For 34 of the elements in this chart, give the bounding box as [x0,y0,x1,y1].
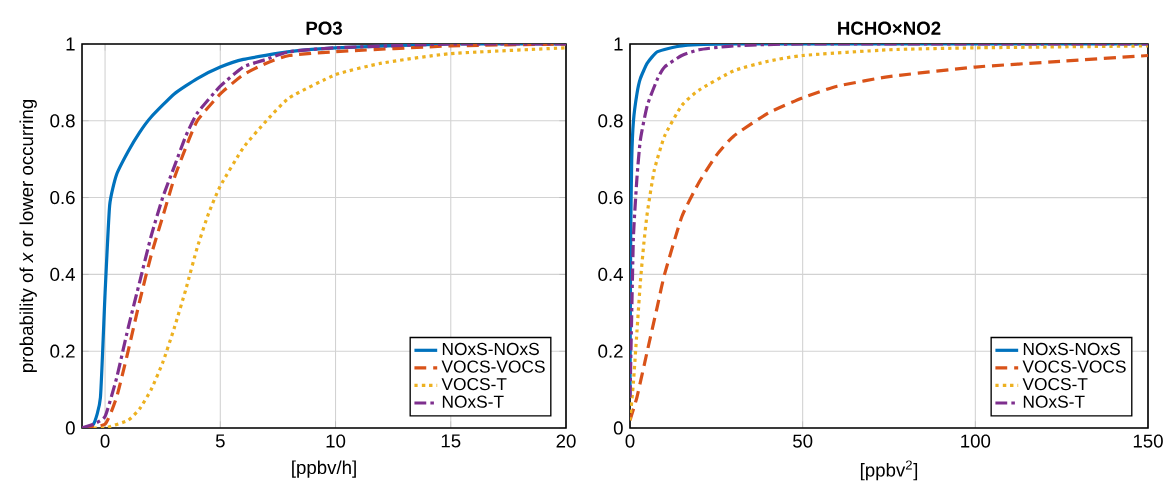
chart-title: PO3 [306,21,343,35]
legend-label: VOCS-VOCS [441,360,545,373]
x-tick-label: 0 [100,434,110,448]
y-axis-title: probability of x or lower occurring [19,100,37,372]
y-tick-label: 1 [66,37,75,51]
legend-label: NOxS-NOxS [1023,342,1120,356]
x-tick-label: 150 [1133,434,1163,448]
legend-label: VOCS-VOCS [1022,360,1126,373]
y-tick-label: 0.4 [50,267,75,281]
y-tick-label: 0.6 [50,190,75,205]
legend-label: NOxS-NOxS [442,342,539,356]
x-tick-label: 20 [556,434,576,448]
y-tick-label: 1 [614,37,623,51]
legend-label: VOCS-T [1022,377,1088,391]
x-tick-label: 5 [215,434,225,448]
y-tick-label: 0 [613,421,623,435]
chart-title: HCHO×NO2 [838,21,941,35]
x-tick-label: 0 [625,434,635,448]
y-tick-label: 0.6 [598,190,623,205]
x-tick-label: 15 [441,434,461,448]
y-tick-label: 0.8 [598,114,623,128]
y-tick-label: 0.8 [50,114,75,128]
x-axis-title: [ppbv/h] [292,460,356,478]
y-tick-label: 0 [65,421,75,435]
legend-label: VOCS-T [441,377,507,391]
x-tick-label: 50 [793,434,813,448]
x-tick-label: 100 [961,434,991,448]
legend-label: NOxS-T [442,395,504,408]
x-axis-title: [ppbv$^{2}$] [860,460,918,481]
legend-label: NOxS-T [1023,395,1085,408]
x-tick-label: 10 [326,434,346,448]
y-tick-label: 0.2 [598,344,623,358]
y-tick-label: 0.4 [598,267,623,281]
y-tick-label: 0.2 [50,344,75,358]
